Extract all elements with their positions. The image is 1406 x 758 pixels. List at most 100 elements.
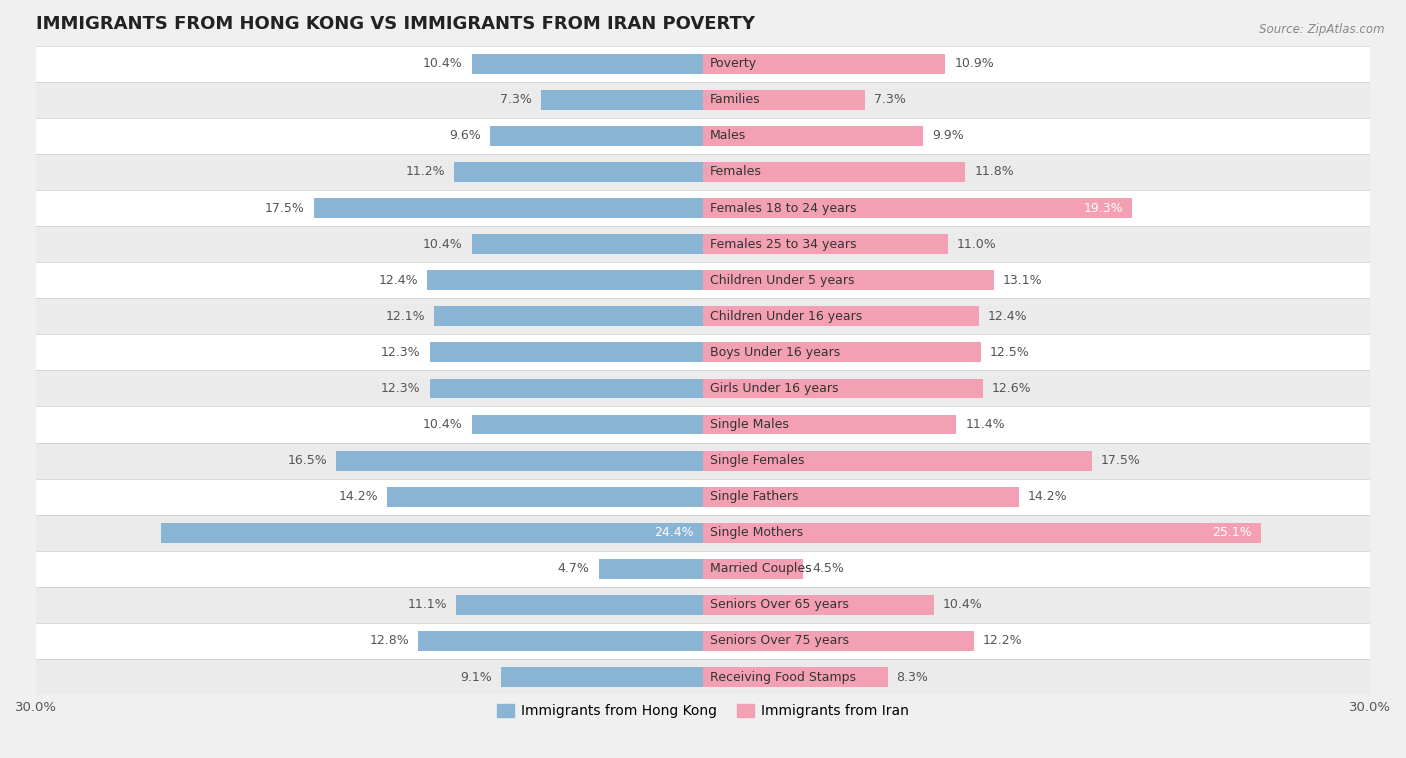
- Bar: [703, 667, 887, 687]
- Bar: [703, 415, 956, 434]
- Bar: [37, 443, 1369, 478]
- Bar: [703, 306, 979, 326]
- Text: 11.2%: 11.2%: [405, 165, 446, 178]
- Bar: [37, 117, 1369, 154]
- Bar: [703, 559, 803, 579]
- Text: Receiving Food Stamps: Receiving Food Stamps: [710, 671, 856, 684]
- Bar: [429, 343, 703, 362]
- Text: 12.1%: 12.1%: [385, 310, 425, 323]
- Bar: [37, 478, 1369, 515]
- Text: Seniors Over 65 years: Seniors Over 65 years: [710, 598, 849, 612]
- Bar: [703, 378, 983, 399]
- Bar: [472, 415, 703, 434]
- Bar: [37, 406, 1369, 443]
- Bar: [703, 198, 1132, 218]
- Bar: [37, 262, 1369, 298]
- Bar: [472, 234, 703, 254]
- Text: 17.5%: 17.5%: [266, 202, 305, 215]
- Text: 12.6%: 12.6%: [993, 382, 1032, 395]
- Bar: [419, 631, 703, 651]
- Text: Families: Families: [710, 93, 761, 106]
- Bar: [37, 190, 1369, 226]
- Text: Source: ZipAtlas.com: Source: ZipAtlas.com: [1260, 23, 1385, 36]
- Text: 9.6%: 9.6%: [449, 130, 481, 143]
- Text: 7.3%: 7.3%: [501, 93, 531, 106]
- Text: 12.8%: 12.8%: [370, 634, 409, 647]
- Text: 12.4%: 12.4%: [378, 274, 419, 287]
- Bar: [501, 667, 703, 687]
- Text: Single Females: Single Females: [710, 454, 804, 467]
- Bar: [37, 515, 1369, 551]
- Text: 12.3%: 12.3%: [381, 382, 420, 395]
- Bar: [703, 487, 1019, 506]
- Bar: [37, 226, 1369, 262]
- Text: 16.5%: 16.5%: [287, 454, 328, 467]
- Bar: [703, 523, 1261, 543]
- Bar: [703, 126, 924, 146]
- Bar: [336, 451, 703, 471]
- Bar: [37, 551, 1369, 587]
- Text: Girls Under 16 years: Girls Under 16 years: [710, 382, 838, 395]
- Bar: [37, 623, 1369, 659]
- Text: 11.1%: 11.1%: [408, 598, 447, 612]
- Text: 7.3%: 7.3%: [875, 93, 905, 106]
- Bar: [703, 595, 934, 615]
- Text: 11.4%: 11.4%: [966, 418, 1005, 431]
- Bar: [703, 54, 945, 74]
- Bar: [37, 659, 1369, 695]
- Text: 14.2%: 14.2%: [1028, 490, 1067, 503]
- Text: 11.0%: 11.0%: [956, 237, 997, 251]
- Text: 13.1%: 13.1%: [1002, 274, 1043, 287]
- Bar: [37, 82, 1369, 117]
- Text: 9.1%: 9.1%: [460, 671, 492, 684]
- Text: Single Males: Single Males: [710, 418, 789, 431]
- Bar: [599, 559, 703, 579]
- Text: 12.2%: 12.2%: [983, 634, 1022, 647]
- Text: 19.3%: 19.3%: [1084, 202, 1123, 215]
- Text: Females 18 to 24 years: Females 18 to 24 years: [710, 202, 856, 215]
- Text: 12.3%: 12.3%: [381, 346, 420, 359]
- Bar: [314, 198, 703, 218]
- Bar: [703, 162, 966, 182]
- Text: 14.2%: 14.2%: [339, 490, 378, 503]
- Text: 4.7%: 4.7%: [558, 562, 589, 575]
- Text: Females: Females: [710, 165, 762, 178]
- Text: Males: Males: [710, 130, 747, 143]
- Text: IMMIGRANTS FROM HONG KONG VS IMMIGRANTS FROM IRAN POVERTY: IMMIGRANTS FROM HONG KONG VS IMMIGRANTS …: [37, 15, 755, 33]
- Text: 10.4%: 10.4%: [423, 418, 463, 431]
- Bar: [489, 126, 703, 146]
- Bar: [703, 631, 974, 651]
- Text: Single Mothers: Single Mothers: [710, 526, 803, 539]
- Bar: [703, 234, 948, 254]
- Bar: [37, 298, 1369, 334]
- Text: 25.1%: 25.1%: [1212, 526, 1253, 539]
- Text: 8.3%: 8.3%: [897, 671, 928, 684]
- Text: Seniors Over 75 years: Seniors Over 75 years: [710, 634, 849, 647]
- Bar: [37, 334, 1369, 371]
- Text: 12.5%: 12.5%: [990, 346, 1029, 359]
- Bar: [541, 90, 703, 110]
- Text: 11.8%: 11.8%: [974, 165, 1014, 178]
- Text: Children Under 16 years: Children Under 16 years: [710, 310, 862, 323]
- Bar: [703, 90, 865, 110]
- Bar: [37, 371, 1369, 406]
- Text: 10.4%: 10.4%: [943, 598, 983, 612]
- Text: Married Couples: Married Couples: [710, 562, 811, 575]
- Bar: [472, 54, 703, 74]
- Bar: [37, 45, 1369, 82]
- Bar: [703, 343, 981, 362]
- Legend: Immigrants from Hong Kong, Immigrants from Iran: Immigrants from Hong Kong, Immigrants fr…: [492, 699, 914, 724]
- Text: Boys Under 16 years: Boys Under 16 years: [710, 346, 839, 359]
- Bar: [703, 451, 1092, 471]
- Bar: [454, 162, 703, 182]
- Bar: [160, 523, 703, 543]
- Bar: [456, 595, 703, 615]
- Text: Children Under 5 years: Children Under 5 years: [710, 274, 855, 287]
- Bar: [387, 487, 703, 506]
- Text: 10.4%: 10.4%: [423, 57, 463, 70]
- Bar: [434, 306, 703, 326]
- Bar: [37, 587, 1369, 623]
- Text: 9.9%: 9.9%: [932, 130, 963, 143]
- Text: 10.9%: 10.9%: [955, 57, 994, 70]
- Text: Females 25 to 34 years: Females 25 to 34 years: [710, 237, 856, 251]
